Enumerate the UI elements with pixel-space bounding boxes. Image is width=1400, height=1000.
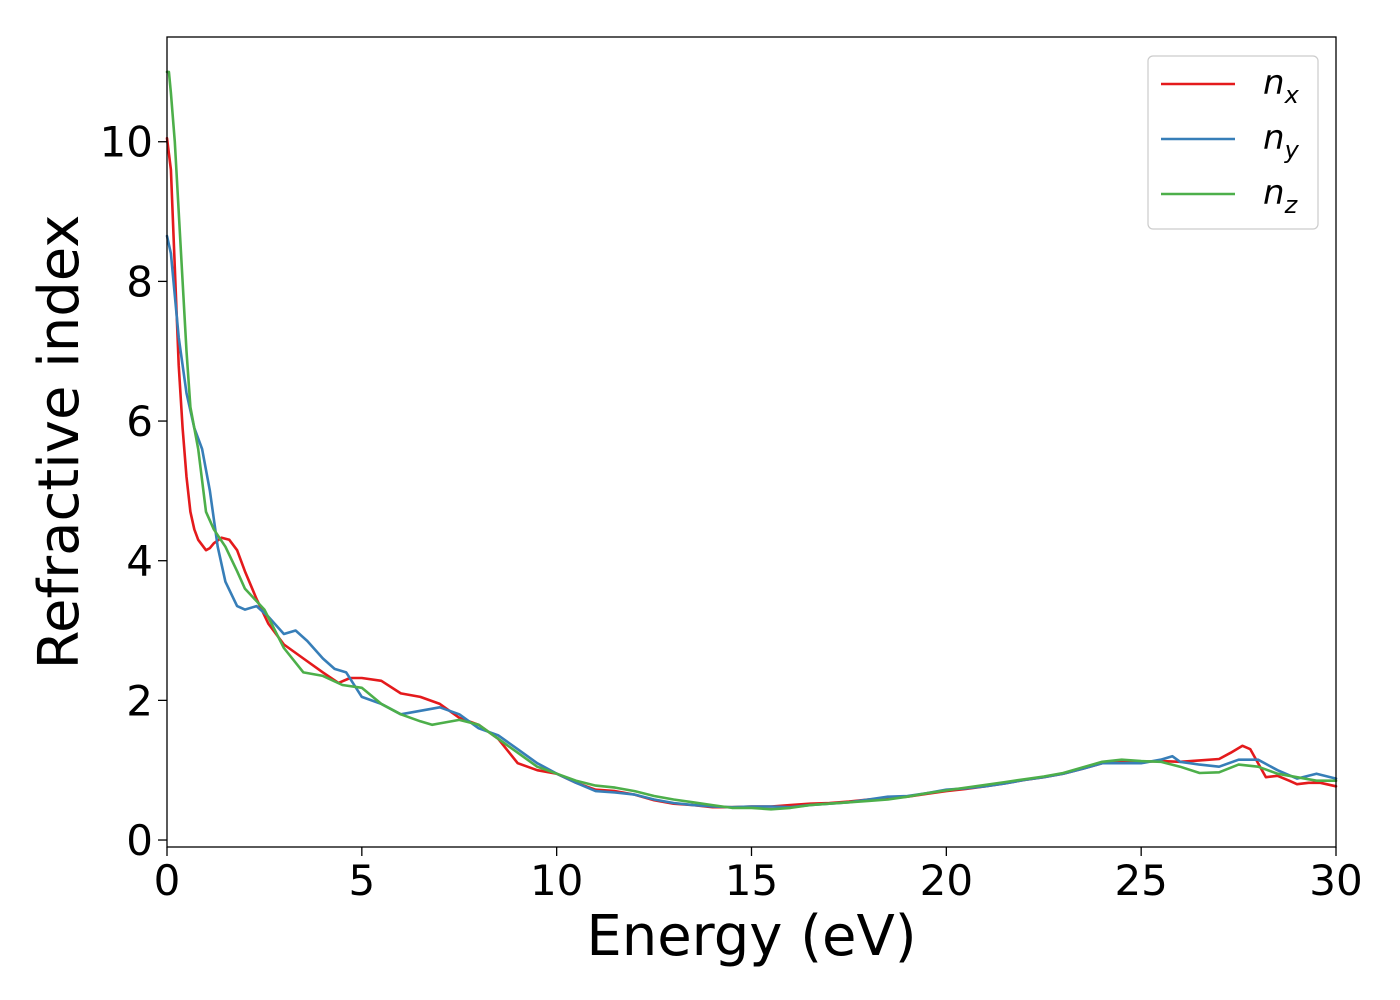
legend-box bbox=[1147, 55, 1319, 230]
y-tick-label: 0 bbox=[126, 816, 153, 865]
legend-label-main: n bbox=[1263, 173, 1285, 213]
y-tick-label: 6 bbox=[126, 397, 153, 446]
x-tick-label: 20 bbox=[920, 856, 973, 905]
legend-label-main: n bbox=[1263, 118, 1285, 158]
y-axis-ticks: 0 2 4 6 8 10 bbox=[100, 118, 167, 865]
x-tick-label: 30 bbox=[1309, 856, 1362, 905]
y-tick-label: 2 bbox=[126, 676, 153, 725]
x-tick-label: 15 bbox=[725, 856, 778, 905]
x-axis-label: Energy (eV) bbox=[586, 904, 916, 969]
series-line-n-x bbox=[165, 136, 1338, 809]
series-line-n-z bbox=[165, 70, 1338, 811]
legend-label-subscript: x bbox=[1284, 81, 1300, 109]
legend-label-n-x: nx bbox=[1263, 63, 1300, 109]
legend-label-n-y: ny bbox=[1263, 118, 1300, 164]
legend-label-subscript: y bbox=[1284, 136, 1300, 164]
x-tick-label: 10 bbox=[530, 856, 583, 905]
legend-label-n-z: nz bbox=[1263, 173, 1299, 219]
y-tick-label: 8 bbox=[126, 257, 153, 306]
x-tick-label: 5 bbox=[348, 856, 375, 905]
x-tick-label: 25 bbox=[1114, 856, 1167, 905]
legend-label-subscript: z bbox=[1284, 191, 1299, 219]
y-tick-label: 10 bbox=[100, 118, 153, 167]
y-tick-label: 4 bbox=[126, 537, 153, 586]
series-line-n-y bbox=[165, 234, 1338, 809]
x-axis-ticks: 0 5 10 15 20 25 30 bbox=[154, 847, 1363, 905]
series-layer bbox=[165, 70, 1338, 811]
y-axis-label: Refractive index bbox=[27, 215, 92, 670]
x-tick-label: 0 bbox=[154, 856, 181, 905]
legend-label-main: n bbox=[1263, 63, 1285, 103]
